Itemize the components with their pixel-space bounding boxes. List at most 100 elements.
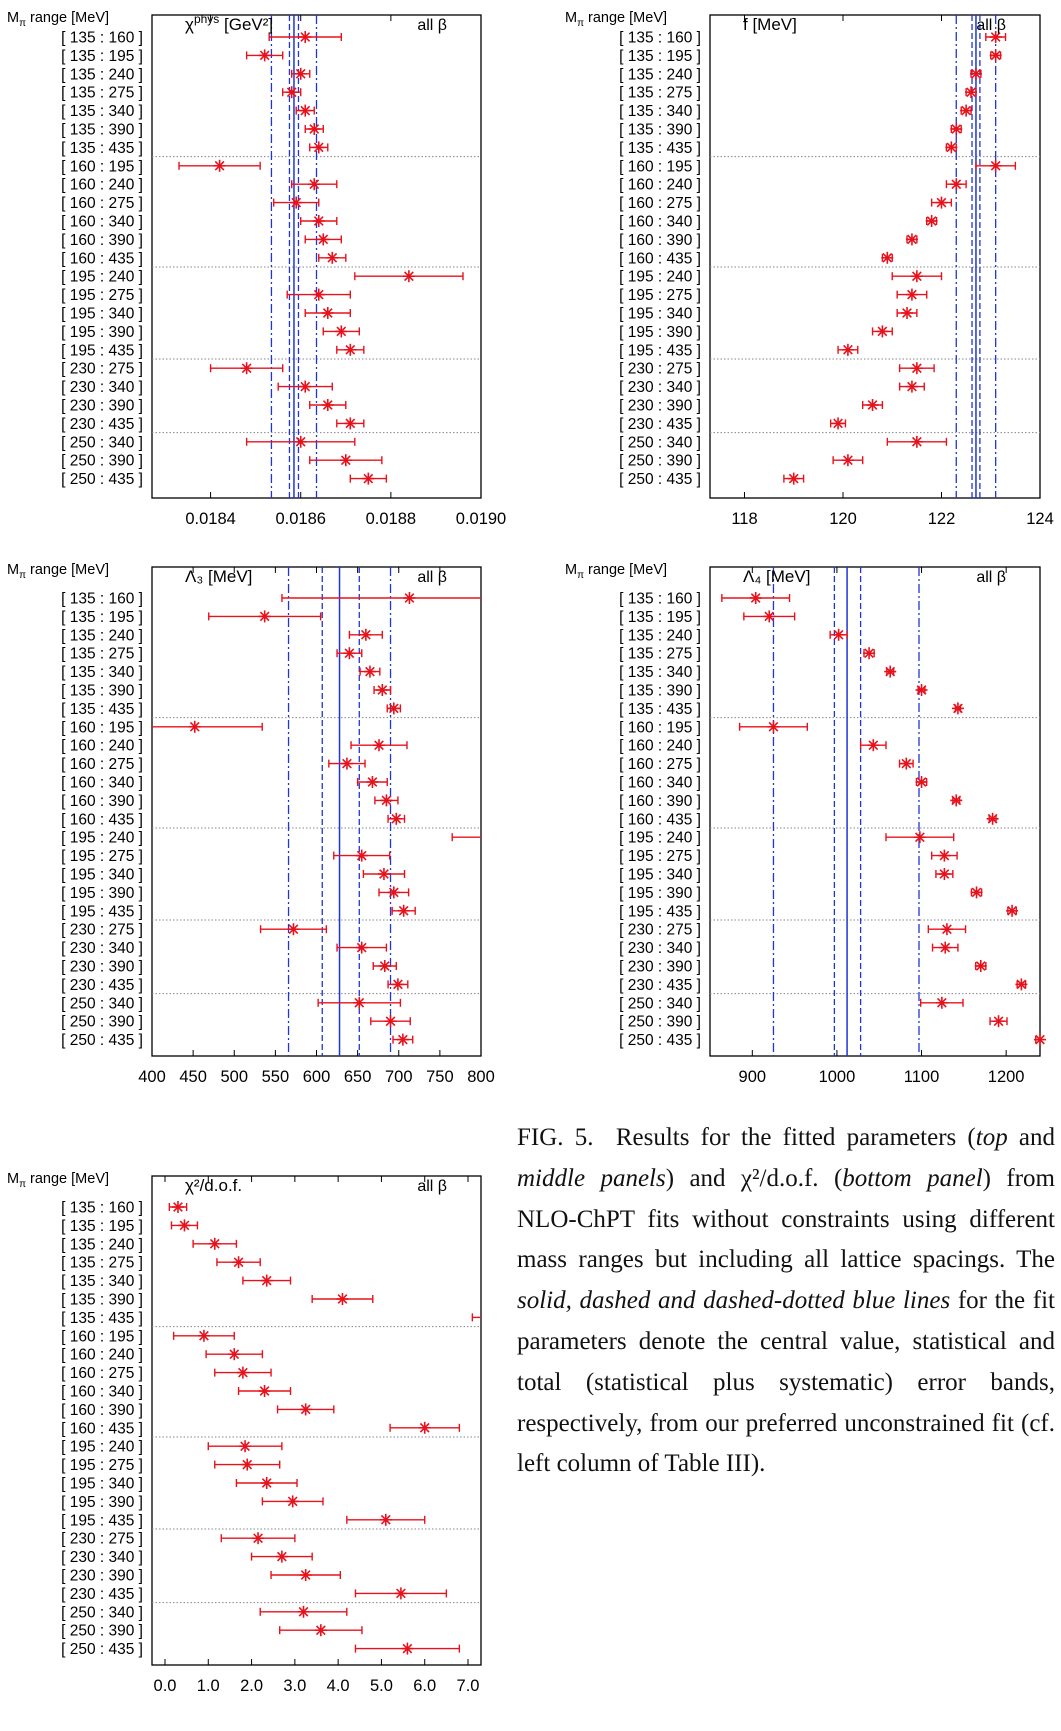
panel-3-range-label: [ 230 : 340 ] — [61, 940, 143, 957]
panel-1-range-label: [ 135 : 195 ] — [61, 48, 143, 65]
panel-5-range-label: [ 195 : 435 ] — [61, 1512, 143, 1529]
panel-5-corner-label: all β — [417, 1178, 447, 1195]
panel-5-range-label: [ 195 : 240 ] — [61, 1439, 143, 1456]
panel-3-range-label: [ 160 : 390 ] — [61, 793, 143, 810]
panel-4-data-point — [986, 812, 999, 825]
panel-1-data-point — [240, 362, 253, 375]
panel-4-range-label: [ 135 : 340 ] — [619, 664, 701, 681]
panel-1-range-label: [ 135 : 275 ] — [61, 85, 143, 102]
panel-1-data-point — [344, 343, 357, 356]
panel-1-range-label: [ 160 : 275 ] — [61, 195, 143, 212]
panel-1-data-point — [299, 31, 312, 43]
panel-5-data-point — [228, 1348, 241, 1361]
panel-3-data-point — [387, 886, 400, 899]
panel-4-data-point — [935, 996, 948, 1009]
panel-5-data-point — [401, 1642, 414, 1655]
panel-2-range-label: [ 160 : 390 ] — [619, 232, 701, 249]
panel-2-range-label: [ 250 : 435 ] — [619, 471, 701, 488]
panel-3-data-point — [384, 1015, 397, 1028]
panel-2-ylabel: Mπ range [MeV] — [565, 10, 667, 29]
panel-5-data-point — [241, 1458, 254, 1471]
panel-1-data-point — [317, 233, 330, 246]
panel-1-data-point — [335, 325, 348, 338]
panel-5-data-point — [336, 1293, 349, 1305]
panel-2-data-point — [989, 159, 1002, 172]
panel-3-range-label: [ 195 : 435 ] — [61, 903, 143, 920]
panel-2-range-label: [ 230 : 340 ] — [619, 379, 701, 396]
panel-3-data-point — [403, 592, 416, 604]
panel-5-data-point — [286, 1495, 299, 1508]
panel-5-data-point — [178, 1219, 191, 1232]
panel-5-range-label: [ 160 : 240 ] — [61, 1347, 143, 1364]
panel-2-data-point — [787, 472, 800, 485]
panel-1-corner-label: all β — [417, 17, 447, 34]
panel-3-data-point — [390, 812, 403, 825]
panel-1-range-label: [ 160 : 240 ] — [61, 177, 143, 194]
panel-5-range-label: [ 160 : 195 ] — [61, 1328, 143, 1345]
panel-5-range-label: [ 135 : 240 ] — [61, 1236, 143, 1253]
panel-1-range-label: [ 160 : 390 ] — [61, 232, 143, 249]
panel-5-range-label: [ 135 : 195 ] — [61, 1218, 143, 1235]
panel-2-range-label: [ 195 : 275 ] — [619, 287, 701, 304]
panel-4-corner-label: all β — [976, 569, 1006, 586]
panel-4-data-point — [951, 702, 964, 715]
panel-3-range-label: [ 160 : 340 ] — [61, 775, 143, 792]
panel-5-data-point — [297, 1605, 310, 1618]
panel-2-data-point — [969, 67, 982, 80]
panel-5-data-point — [260, 1477, 273, 1489]
panel-2-tick-label: 124 — [1026, 510, 1054, 528]
panel-5-data-point — [418, 1421, 431, 1434]
panel-3-data-point — [363, 665, 376, 678]
panel-2-range-label: [ 195 : 240 ] — [619, 269, 701, 286]
panel-4-tick-label: 1100 — [904, 1068, 939, 1086]
panel-2-data-point — [945, 141, 958, 154]
panel-2-data-point — [901, 307, 914, 319]
panel-4-range-label: [ 250 : 390 ] — [619, 1014, 701, 1031]
panel-5-range-label: [ 160 : 340 ] — [61, 1384, 143, 1401]
panel-5-range-label: [ 230 : 340 ] — [61, 1549, 143, 1566]
panel-3-range-label: [ 195 : 240 ] — [61, 830, 143, 847]
panel-4-range-label: [ 195 : 275 ] — [619, 848, 701, 865]
panel-3-data-point — [188, 720, 201, 733]
panel-5-data-point — [275, 1550, 288, 1563]
panel-4-data-point — [832, 628, 845, 641]
panel-2-range-label: [ 160 : 195 ] — [619, 158, 701, 175]
panel-4-range-label: [ 230 : 390 ] — [619, 959, 701, 976]
panel-2-title: f [MeV] — [743, 15, 797, 34]
panel-4-data-point — [1006, 904, 1019, 917]
panel-1-data-point — [344, 417, 357, 430]
panel-1-range-label: [ 160 : 340 ] — [61, 214, 143, 231]
panel-4-range-label: [ 135 : 240 ] — [619, 627, 701, 644]
panel-4-data-point — [749, 592, 762, 604]
panel-4-tick-label: 900 — [739, 1068, 767, 1086]
panel-1-range-label: [ 230 : 275 ] — [61, 361, 143, 378]
panel-4-range-label: [ 135 : 160 ] — [619, 591, 701, 608]
panel-4-data-point — [863, 647, 876, 660]
panel-4-range-label: [ 160 : 390 ] — [619, 793, 701, 810]
panel-4-data-point — [867, 739, 880, 752]
panel-5-data-point — [171, 1201, 184, 1213]
panel-5-tick-label: 5.0 — [370, 1677, 393, 1695]
panel-3-tick-label: 550 — [262, 1068, 290, 1086]
panel-5-tick-label: 3.0 — [283, 1677, 306, 1695]
panel-4-data-point — [767, 720, 780, 733]
panel-3-corner-label: all β — [417, 569, 447, 586]
panel-1-range-label: [ 230 : 390 ] — [61, 398, 143, 415]
panel-2-data-point — [950, 123, 963, 135]
panel-1-range-label: [ 230 : 340 ] — [61, 379, 143, 396]
panel-3-range-label: [ 195 : 340 ] — [61, 867, 143, 884]
panel-1-data-point — [312, 141, 325, 154]
panel-4-ylabel: Mπ range [MeV] — [565, 562, 667, 581]
panel-3-data-point — [387, 702, 400, 715]
panel-3-range-label: [ 135 : 240 ] — [61, 627, 143, 644]
panel-4-range-label: [ 160 : 340 ] — [619, 775, 701, 792]
panel-5-range-label: [ 195 : 275 ] — [61, 1457, 143, 1474]
panel-4-range-label: [ 135 : 435 ] — [619, 701, 701, 718]
panel-4-data-point — [915, 776, 928, 788]
panel-3-range-label: [ 160 : 275 ] — [61, 756, 143, 773]
panel-1-range-label: [ 160 : 435 ] — [61, 250, 143, 267]
panel-4-range-label: [ 135 : 390 ] — [619, 683, 701, 700]
panel-2-range-label: [ 230 : 390 ] — [619, 398, 701, 415]
panel-4-range-label: [ 160 : 275 ] — [619, 756, 701, 773]
panel-5-range-label: [ 160 : 435 ] — [61, 1420, 143, 1437]
